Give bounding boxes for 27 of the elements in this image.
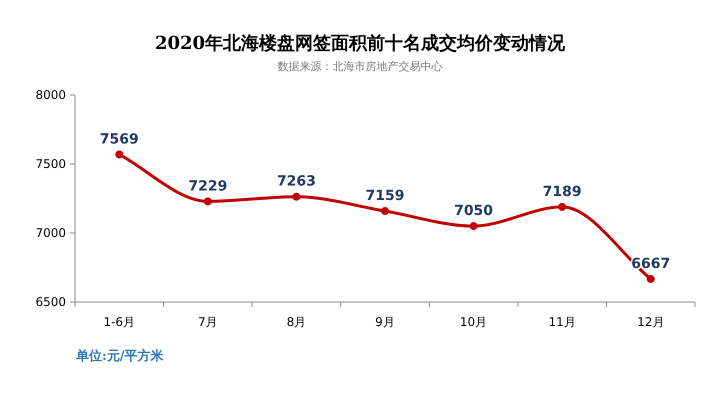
data-label: 7263 bbox=[276, 174, 316, 190]
x-tick-label: 8月 bbox=[286, 315, 306, 329]
point bbox=[470, 222, 478, 230]
chart-title: 2020年北海楼盘网签面积前十名成交均价变动情况 bbox=[154, 33, 566, 54]
data-label: 7229 bbox=[188, 178, 228, 194]
point bbox=[204, 197, 212, 206]
text: 单位:元/平方米 bbox=[75, 348, 165, 364]
y-tick-label: 8000 bbox=[35, 88, 66, 102]
data-label: 7050 bbox=[454, 203, 494, 220]
x-tick-label: 1-6月 bbox=[103, 315, 136, 329]
point bbox=[115, 150, 124, 158]
chart-subtitle: 数据来源：北海市房地产交易中心 bbox=[278, 60, 442, 73]
x-tick-label: 11月 bbox=[548, 315, 576, 329]
x-tick-label: 10月 bbox=[460, 315, 488, 329]
x-tick-label: 9月 bbox=[375, 315, 395, 329]
point bbox=[292, 192, 300, 201]
data-label: 7569 bbox=[100, 131, 139, 148]
y-tick-label: 6500 bbox=[35, 295, 66, 309]
x-tick-label: 7月 bbox=[198, 315, 218, 329]
point bbox=[558, 202, 566, 211]
x-tick-label: 12月 bbox=[637, 315, 664, 329]
y-tick-label: 7500 bbox=[35, 157, 66, 171]
point bbox=[646, 274, 655, 283]
data-label: 7189 bbox=[542, 184, 582, 200]
y-tick-label: 7000 bbox=[35, 226, 66, 240]
data-label: 7159 bbox=[366, 188, 404, 204]
point bbox=[381, 207, 389, 216]
